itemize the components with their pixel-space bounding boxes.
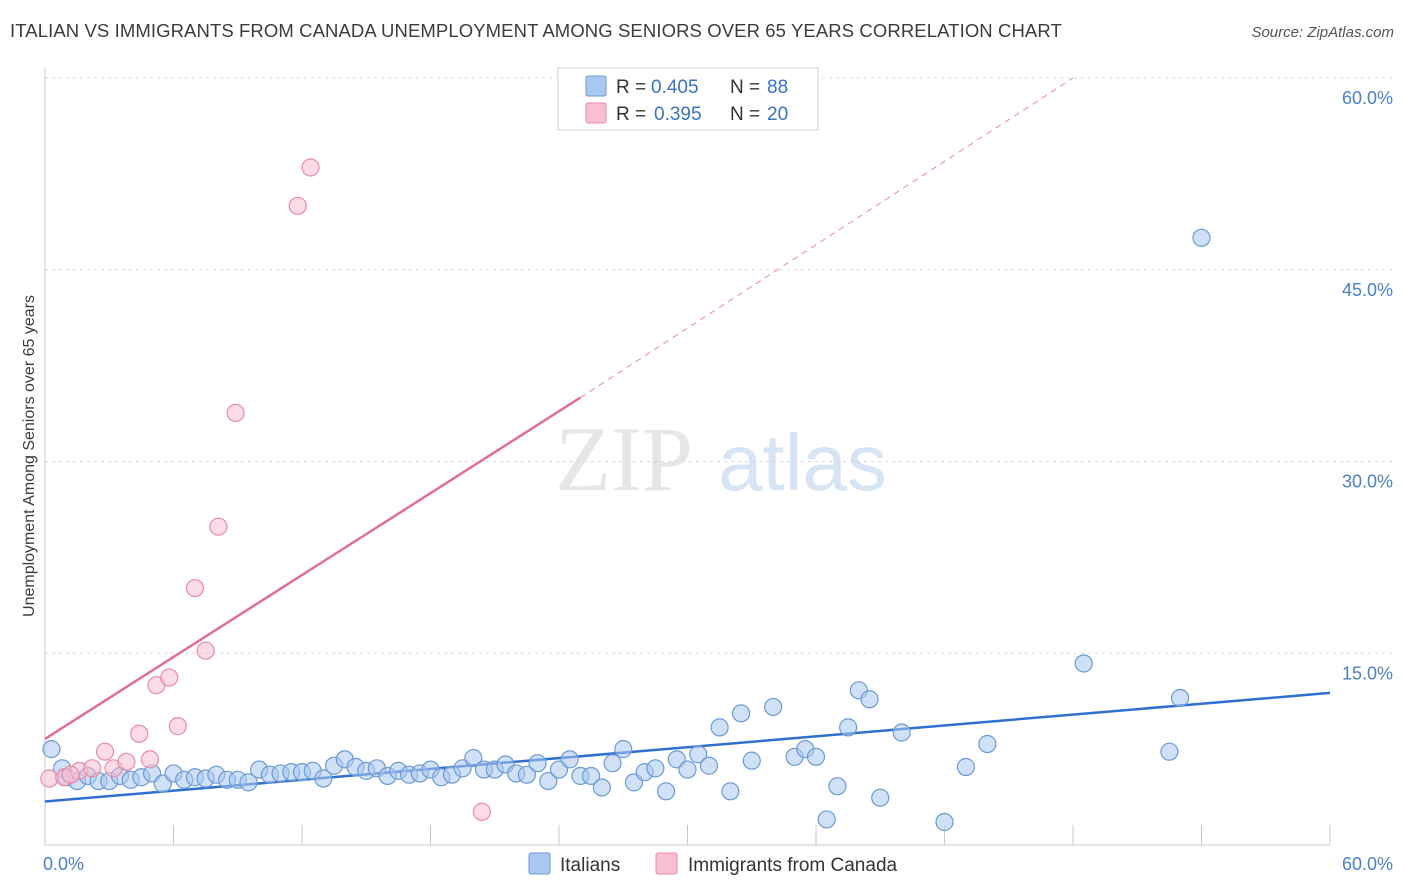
canada-point bbox=[168, 717, 187, 736]
legend-r-label-canada: R = bbox=[616, 104, 646, 125]
bottom-legend-italians: Italians bbox=[560, 855, 620, 876]
italians-point bbox=[839, 718, 858, 737]
trend-lines bbox=[44, 77, 1331, 803]
canada-point bbox=[226, 403, 245, 423]
legend-n-label-canada: N = bbox=[730, 104, 760, 125]
canada-point bbox=[185, 578, 205, 598]
italians-point bbox=[764, 697, 783, 717]
italians-point bbox=[860, 690, 879, 709]
watermark-atlas: atlas bbox=[718, 418, 887, 507]
italians-point bbox=[806, 747, 826, 766]
italians-points bbox=[42, 228, 1211, 832]
source-label: Source: ZipAtlas.com bbox=[1251, 24, 1394, 41]
y-tick-label: 45.0% bbox=[1342, 280, 1393, 300]
grid-lines bbox=[45, 77, 1395, 654]
canada-point bbox=[140, 750, 160, 769]
canada-point bbox=[160, 668, 179, 687]
italians-trend-line bbox=[44, 691, 1331, 803]
italians-point bbox=[828, 777, 847, 796]
x-tick-label: 60.0% bbox=[1342, 854, 1393, 874]
canada-point bbox=[472, 802, 491, 821]
italians-point bbox=[689, 745, 708, 764]
italians-point bbox=[592, 778, 611, 797]
canada-point bbox=[130, 724, 149, 743]
italians-point bbox=[935, 812, 954, 832]
italians-point bbox=[1074, 654, 1093, 673]
chart-title: ITALIAN VS IMMIGRANTS FROM CANADA UNEMPL… bbox=[10, 20, 1062, 41]
italians-point bbox=[656, 782, 676, 801]
italians-point bbox=[560, 750, 579, 769]
italians-point bbox=[464, 748, 483, 768]
italians-point bbox=[699, 756, 719, 775]
bottom-legend: Italians Immigrants from Canada bbox=[528, 852, 898, 876]
italians-point bbox=[1160, 742, 1179, 761]
legend-n-value-canada: 20 bbox=[767, 104, 788, 125]
italians-point bbox=[539, 771, 558, 791]
italians-point bbox=[314, 769, 333, 788]
legend-r-value-italians: 0.405 bbox=[651, 77, 699, 98]
y-tick-label: 30.0% bbox=[1342, 472, 1393, 492]
italians-point bbox=[1170, 688, 1190, 708]
watermark-zip: ZIP bbox=[555, 408, 693, 510]
bottom-legend-swatch-canada bbox=[655, 852, 678, 875]
canada-point bbox=[40, 769, 59, 788]
canada-point bbox=[209, 517, 228, 536]
canada-point bbox=[301, 158, 320, 177]
italians-point bbox=[978, 734, 997, 754]
y-axis-label: Unemployment Among Seniors over 65 years bbox=[21, 295, 38, 617]
axes bbox=[44, 68, 1331, 846]
italians-point bbox=[742, 751, 761, 770]
italians-point bbox=[892, 723, 911, 742]
canada-trend-extension bbox=[580, 77, 1074, 399]
italians-point bbox=[678, 760, 697, 779]
canada-points bbox=[40, 158, 491, 821]
legend-n-value-italians: 88 bbox=[767, 77, 788, 98]
italians-point bbox=[603, 754, 622, 773]
bottom-legend-canada: Immigrants from Canada bbox=[688, 855, 898, 876]
legend-n-label-italians: N = bbox=[730, 77, 760, 98]
canada-point bbox=[288, 196, 307, 215]
italians-point bbox=[731, 704, 751, 723]
italians-point bbox=[528, 754, 547, 773]
italians-point bbox=[582, 766, 601, 786]
canada-point bbox=[196, 641, 215, 660]
italians-point bbox=[871, 788, 890, 807]
italians-point bbox=[517, 765, 536, 784]
y-tick-label: 15.0% bbox=[1342, 663, 1393, 683]
italians-point bbox=[42, 740, 61, 759]
canada-trend-line bbox=[44, 396, 582, 740]
italians-point bbox=[646, 759, 665, 778]
y-tick-labels: 15.0% 30.0% 45.0% 60.0% bbox=[1342, 88, 1393, 683]
italians-point bbox=[614, 740, 633, 759]
italians-point bbox=[1192, 228, 1211, 247]
canada-point bbox=[61, 765, 80, 784]
legend-swatch-canada bbox=[585, 102, 607, 124]
italians-point bbox=[956, 757, 976, 777]
legend-swatch-italians bbox=[585, 75, 607, 97]
canada-point bbox=[95, 742, 115, 761]
italians-point bbox=[710, 718, 729, 737]
legend-r-label-italians: R = bbox=[616, 77, 646, 98]
x-tick-labels: 0.0% 60.0% bbox=[43, 854, 1393, 874]
canada-point bbox=[117, 752, 136, 772]
legend: R = 0.405 N = 88 R = 0.395 N = 20 bbox=[557, 67, 819, 131]
italians-point bbox=[239, 773, 258, 792]
italians-point bbox=[721, 782, 740, 801]
y-tick-label: 60.0% bbox=[1342, 88, 1393, 108]
canada-point bbox=[83, 759, 102, 778]
bottom-legend-swatch-italians bbox=[528, 852, 551, 875]
italians-point bbox=[817, 810, 836, 829]
legend-r-value-canada: 0.395 bbox=[654, 104, 702, 125]
x-tick-label: 0.0% bbox=[43, 854, 84, 874]
